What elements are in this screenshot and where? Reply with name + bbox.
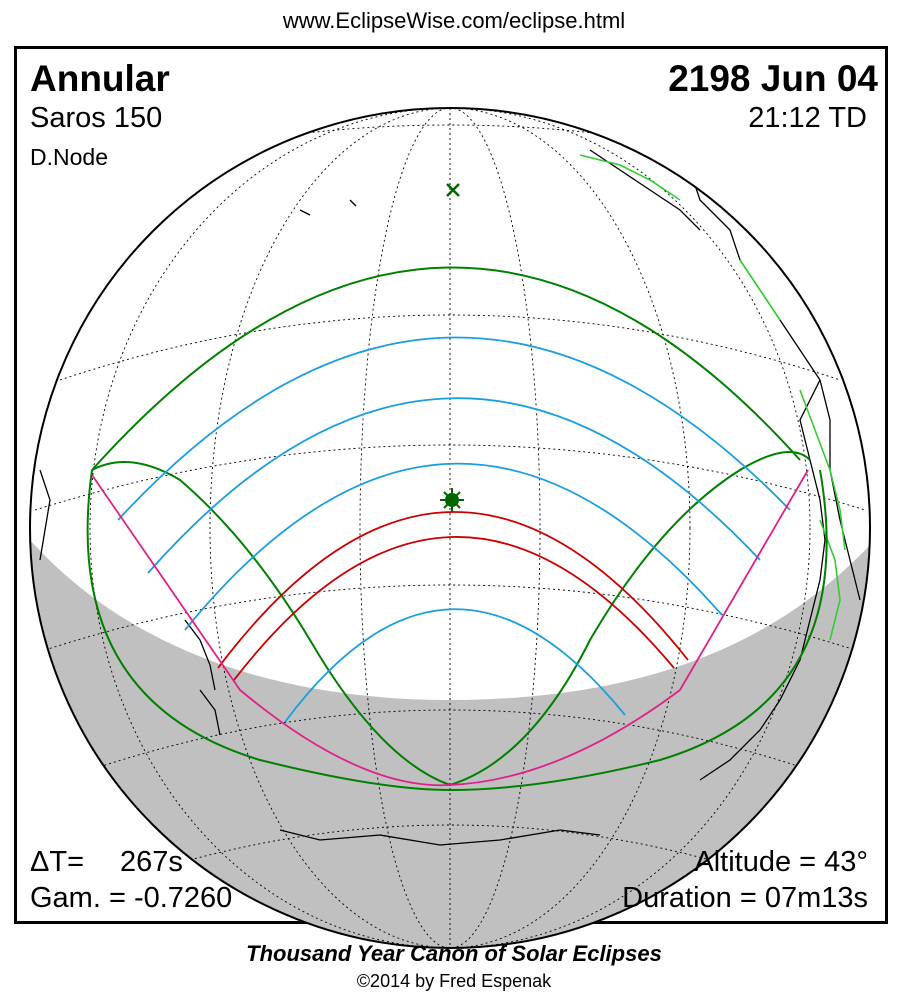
node-label: D.Node: [30, 144, 108, 170]
eclipse-time: 21:12 TD: [748, 102, 867, 134]
political-borders: [539, 108, 846, 641]
magnitude-isolines: [117, 336, 791, 723]
canon-title: Thousand Year Canon of Solar Eclipses: [246, 941, 662, 966]
star-marker: [440, 488, 464, 512]
saros-label: Saros 150: [30, 102, 163, 134]
gamma-label: Gam. = -0.7260: [30, 882, 233, 914]
cross-marker: [446, 183, 460, 197]
delta-t-value: 267s: [120, 846, 183, 878]
globe-outline: [29, 107, 871, 949]
altitude-label: Altitude = 43°: [694, 846, 868, 878]
copyright: ©2014 by Fred Espenak: [356, 971, 552, 991]
eclipse-date: 2198 Jun 04: [668, 58, 878, 99]
rise-set-curve: [91, 469, 809, 787]
delta-t-label: ΔT=: [30, 846, 85, 878]
source-url: www.EclipseWise.com/eclipse.html: [282, 8, 626, 33]
eclipse-type: Annular: [30, 58, 170, 99]
duration-label: Duration = 07m13s: [622, 882, 868, 914]
